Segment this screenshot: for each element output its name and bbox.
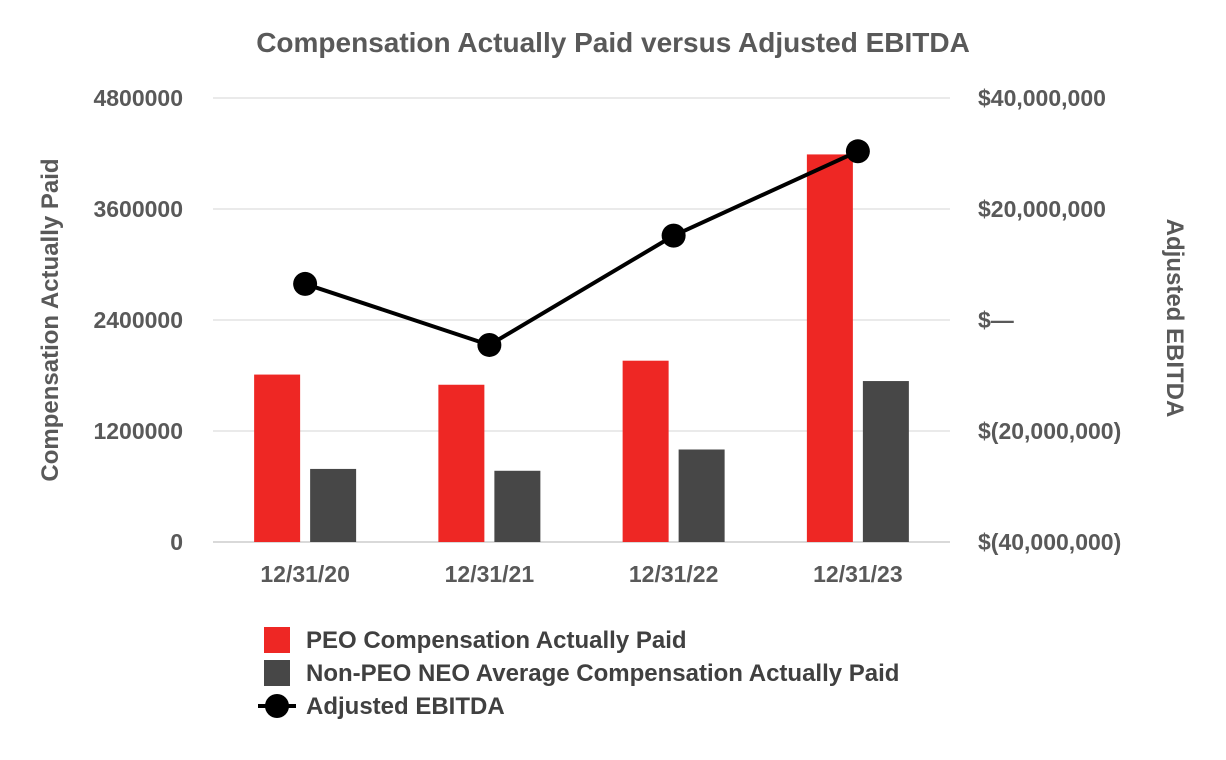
y2-tick-label: $(40,000,000) — [978, 529, 1121, 555]
x-tick-label: 12/31/20 — [260, 561, 350, 587]
legend-marker — [265, 694, 289, 718]
y-tick-label: 1200000 — [93, 418, 183, 444]
left-axis-ticks: 0 1200000 2400000 3600000 4800000 — [93, 85, 183, 555]
y-tick-label: 0 — [170, 529, 183, 555]
non-peo-bar — [678, 449, 725, 542]
ebitda-point — [845, 139, 870, 164]
legend-label: Non-PEO NEO Average Compensation Actuall… — [306, 660, 899, 687]
legend-label: Adjusted EBITDA — [306, 693, 505, 720]
x-tick-label: 12/31/21 — [445, 561, 535, 587]
ebitda-point — [293, 271, 318, 296]
y-tick-label: 2400000 — [93, 307, 183, 333]
bars — [254, 154, 909, 543]
y2-tick-label: $20,000,000 — [978, 196, 1106, 222]
legend-label: PEO Compensation Actually Paid — [306, 627, 687, 654]
y2-tick-label: $— — [978, 307, 1014, 333]
legend: PEO Compensation Actually Paid Non-PEO NE… — [258, 627, 899, 720]
non-peo-bar — [862, 381, 909, 542]
y2-axis-label: Adjusted EBITDA — [1161, 219, 1188, 418]
chart-title: Compensation Actually Paid versus Adjust… — [256, 27, 970, 58]
ebitda-point — [661, 223, 686, 248]
y2-tick-label: $40,000,000 — [978, 85, 1106, 111]
y-tick-label: 3600000 — [93, 196, 183, 222]
y-tick-label: 4800000 — [93, 85, 183, 111]
legend-swatch — [264, 627, 290, 653]
x-tick-label: 12/31/22 — [629, 561, 719, 587]
peo-bar — [254, 374, 301, 542]
non-peo-bar — [494, 470, 541, 542]
peo-bar — [438, 384, 485, 542]
x-axis-ticks: 12/31/20 12/31/21 12/31/22 12/31/23 — [260, 561, 902, 587]
non-peo-bar — [310, 468, 357, 542]
legend-swatch — [264, 660, 290, 686]
peo-bar — [806, 154, 853, 543]
x-tick-label: 12/31/23 — [813, 561, 903, 587]
ebitda-line — [293, 139, 870, 357]
peo-bar — [622, 360, 669, 542]
ebitda-line-path — [304, 149, 859, 347]
right-axis-ticks: $(40,000,000) $(20,000,000) $— $20,000,000 $… — [978, 85, 1121, 555]
ebitda-point — [477, 332, 502, 357]
y-axis-label: Compensation Actually Paid — [37, 158, 64, 481]
y2-tick-label: $(20,000,000) — [978, 418, 1121, 444]
